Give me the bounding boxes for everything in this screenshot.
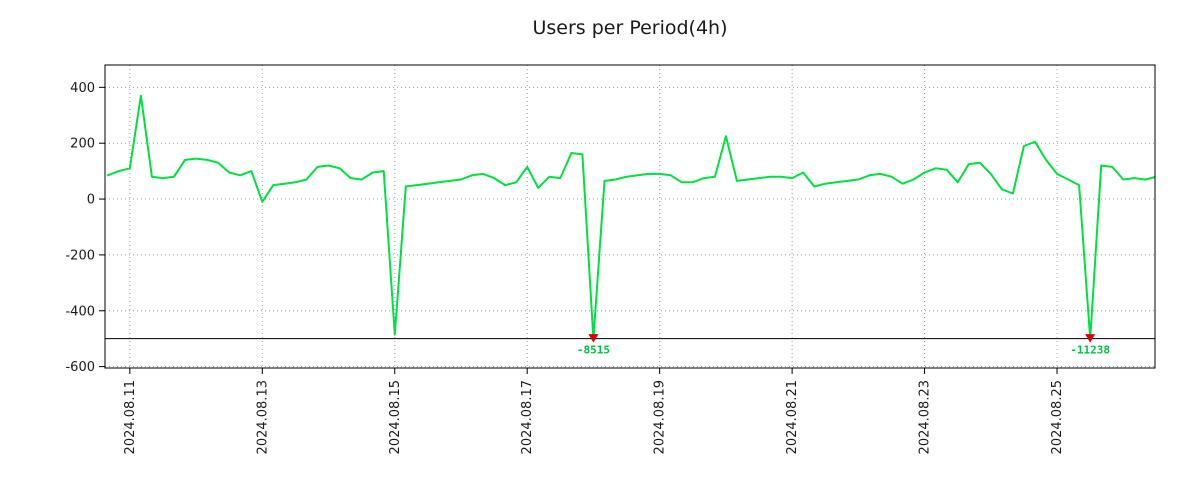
series-layer [106,94,1155,340]
grid-layer [105,65,1155,368]
chart-title: Users per Period(4h) [532,17,727,39]
x-tick-label: 2024.08.23 [918,380,933,454]
outlier-marker [1085,334,1096,343]
marker-layer: -8515 -11238 [105,334,1155,357]
y-tick-label: 200 [70,137,95,152]
outlier-label: -8515 [577,344,610,357]
outlier-marker [588,334,599,343]
y-tick-label: 400 [70,81,95,96]
axis-layer: 400 200 0 -200 -400 -600 2024.08.11 2024.08.13 2… [65,64,1156,454]
y-tick-label: -600 [65,360,95,375]
x-tick-label: 2024.08.25 [1050,380,1065,454]
plot-border [104,64,1156,369]
x-tick-label: 2024.08.21 [785,380,800,454]
outlier-label: -11238 [1070,344,1110,357]
x-tick-label: 2024.08.19 [653,380,668,454]
y-tick-label: -200 [65,248,95,263]
series-line [106,94,1155,340]
y-tick-label: 0 [87,193,95,208]
y-tick-label: -400 [65,304,95,319]
x-tick-label: 2024.08.15 [388,380,403,454]
x-tick-label: 2024.08.13 [255,380,270,454]
x-tick-label: 2024.08.11 [123,380,138,454]
x-tick-label: 2024.08.17 [520,380,535,454]
